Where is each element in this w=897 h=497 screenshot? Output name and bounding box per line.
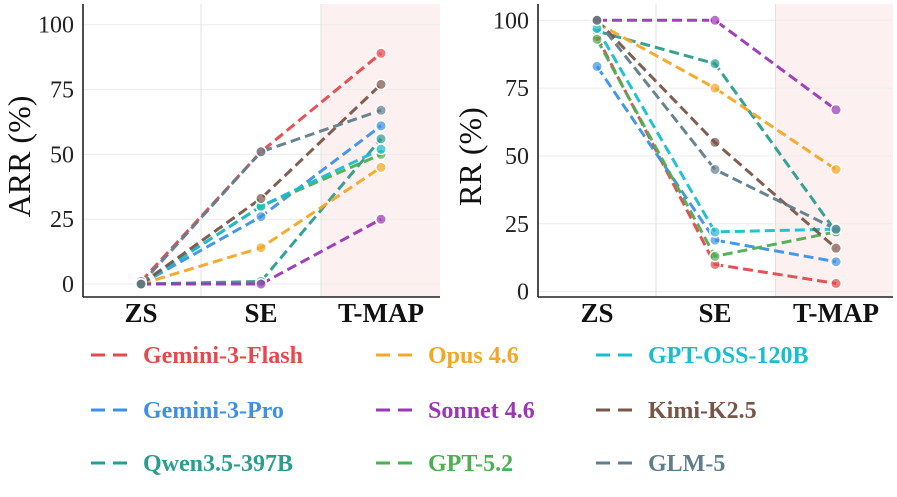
series-line — [139, 108, 382, 286]
series-line — [595, 27, 837, 234]
legend-label: GLM-5 — [648, 451, 725, 477]
series-point — [830, 242, 842, 255]
series-point — [830, 255, 842, 268]
y-axis-title: ARR (%) — [1, 96, 37, 218]
y-tick-label: 0 — [62, 272, 74, 298]
series-point — [375, 104, 387, 117]
series-point — [709, 163, 721, 176]
legend-label: Qwen3.5-397B — [143, 451, 293, 477]
series-point — [709, 250, 721, 263]
series-point — [375, 213, 387, 226]
series-point — [830, 223, 842, 236]
series-point — [830, 163, 842, 176]
x-tick-label: SE — [244, 298, 277, 328]
series-point — [135, 278, 147, 290]
x-tick-label: T-MAP — [793, 298, 879, 328]
y-tick-label: 50 — [50, 142, 74, 168]
series-point — [709, 225, 721, 238]
series-line — [597, 18, 837, 112]
series-point — [709, 136, 721, 149]
series-point — [375, 47, 387, 60]
series-point — [255, 192, 267, 205]
y-tick-label: 25 — [505, 212, 529, 238]
legend-label: Opus 4.6 — [428, 343, 519, 369]
y-tick-label: 0 — [517, 280, 529, 306]
series-point — [709, 14, 721, 27]
x-tick-label: T-MAP — [338, 298, 424, 328]
series-point — [830, 103, 842, 116]
legend-label: Gemini-3-Flash — [143, 343, 303, 369]
x-tick-label: ZS — [124, 298, 157, 328]
series-line — [596, 21, 837, 171]
series-line — [595, 19, 837, 231]
y-axis-title: RR (%) — [452, 107, 488, 206]
legend-label: GPT-5.2 — [428, 451, 513, 477]
series-line — [140, 83, 383, 286]
x-tick-label: SE — [698, 298, 731, 328]
series-point — [591, 60, 603, 73]
series-point — [591, 14, 603, 27]
series-point — [375, 132, 387, 145]
chart-panel-2: 0 25 50 75 100 ZS SE T-MAP RR (%) — [452, 4, 893, 328]
y-tick-label: 100 — [493, 8, 529, 34]
series-point — [830, 277, 842, 290]
series-point — [255, 145, 267, 158]
y-tick-label: 75 — [50, 78, 74, 104]
legend-label: GPT-OSS-120B — [648, 343, 809, 369]
series-point — [375, 78, 387, 91]
series-point — [375, 119, 387, 132]
legend-label: Kimi-K2.5 — [648, 398, 757, 424]
series-point — [255, 278, 267, 290]
series-line — [595, 65, 837, 264]
series-point — [255, 241, 267, 254]
legend: Gemini-3-Flash Opus 4.6 GPT-OSS-120B Gemini… — [91, 343, 809, 477]
series-point — [709, 57, 721, 70]
series-point — [709, 82, 721, 95]
y-tick-label: 50 — [505, 144, 529, 170]
series-point — [375, 161, 387, 174]
chart-panel-1: 0 25 50 75 100 ZS SE T-MAP ARR (%) — [1, 4, 440, 328]
x-tick-label: ZS — [580, 298, 613, 328]
y-tick-label: 100 — [38, 13, 74, 39]
y-tick-label: 75 — [505, 76, 529, 102]
y-tick-label: 25 — [50, 207, 74, 233]
series-point — [255, 210, 267, 223]
legend-label: Sonnet 4.6 — [428, 398, 535, 424]
series-point — [591, 33, 603, 46]
series-point — [375, 143, 387, 156]
legend-label: Gemini-3-Pro — [143, 398, 284, 424]
